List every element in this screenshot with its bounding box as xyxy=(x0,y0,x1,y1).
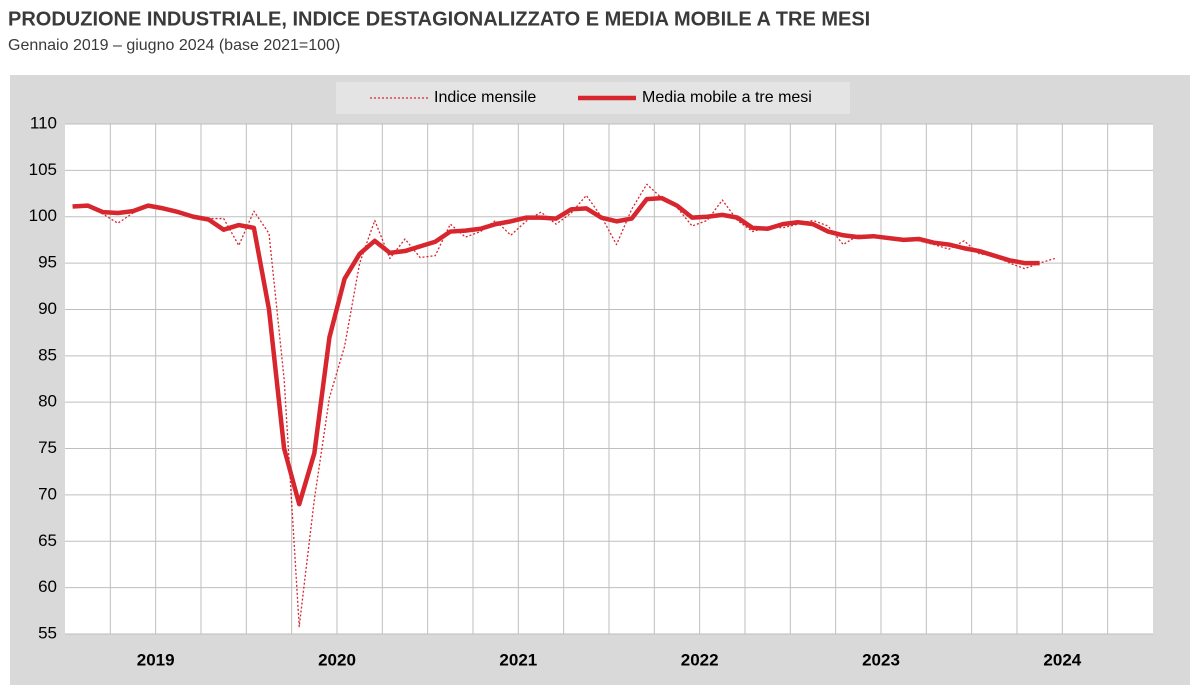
y-tick-label: 60 xyxy=(38,577,57,596)
y-tick-label: 65 xyxy=(38,531,57,550)
series-line xyxy=(72,195,1040,507)
x-group-label: 2024 xyxy=(1043,650,1081,669)
y-tick-label: 95 xyxy=(38,253,57,272)
y-tick-label: 85 xyxy=(38,345,57,364)
y-tick-label: 100 xyxy=(29,206,57,225)
y-tick-label: 70 xyxy=(38,484,57,503)
y-tick-label: 75 xyxy=(38,438,57,457)
chart-title: PRODUZIONE INDUSTRIALE, INDICE DESTAGION… xyxy=(8,8,870,30)
y-tick-label: 55 xyxy=(38,623,57,642)
y-tick-label: 105 xyxy=(29,160,57,179)
x-group-label: 2023 xyxy=(862,650,900,669)
y-tick-label: 80 xyxy=(38,392,57,411)
x-group-label: 2022 xyxy=(681,650,719,669)
x-group-label: 2020 xyxy=(318,650,356,669)
legend-label: Indice mensile xyxy=(434,89,536,106)
x-group-label: 2019 xyxy=(137,650,175,669)
x-group-label: 2021 xyxy=(499,650,537,669)
legend-label: Media mobile a tre mesi xyxy=(642,89,812,106)
y-tick-label: 90 xyxy=(38,299,57,318)
chart-subtitle: Gennaio 2019 – giugno 2024 (base 2021=10… xyxy=(8,37,340,54)
y-tick-label: 110 xyxy=(30,113,57,132)
